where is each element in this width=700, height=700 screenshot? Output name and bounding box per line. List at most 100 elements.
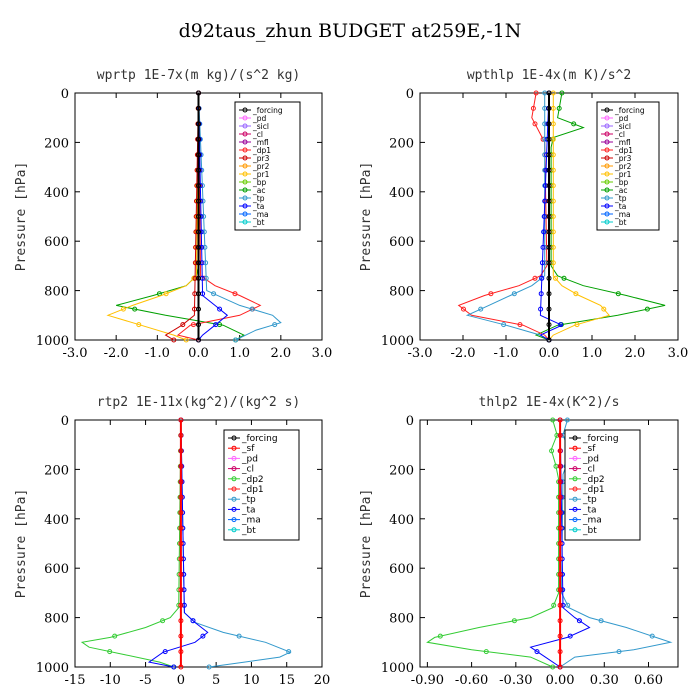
legend-marker — [242, 131, 248, 137]
series-point — [538, 291, 544, 297]
series-point — [461, 306, 466, 312]
series-point — [556, 105, 562, 111]
legend-marker — [604, 187, 610, 193]
series-point — [557, 556, 563, 562]
series-point — [178, 618, 184, 624]
x-tick-label: 3.0 — [312, 346, 333, 361]
legend-label: _dp1 — [252, 146, 271, 155]
series-point — [557, 448, 563, 454]
series-point — [178, 633, 184, 639]
plot-frame — [419, 419, 679, 668]
series-forcing — [196, 90, 201, 343]
panel-2: wpthlp 1E-4x(m K)/s^2 Pressure [hPa] 0 200 4… — [359, 68, 688, 361]
legend-marker — [242, 171, 248, 177]
y-tick-label: 0 — [61, 414, 69, 429]
legend-label: _mfl — [252, 138, 269, 147]
series-point — [534, 649, 540, 655]
legend-label: _ac — [614, 186, 627, 195]
series-point — [178, 602, 184, 608]
legend-marker — [242, 155, 248, 161]
series-dp1 — [426, 417, 562, 670]
series-point — [196, 105, 201, 111]
legend-label: _ma — [252, 210, 269, 219]
legend-label: _dp1 — [241, 485, 264, 495]
series-line — [457, 92, 550, 341]
legend-marker — [242, 123, 248, 129]
legend-label: _ma — [614, 210, 631, 219]
legend-marker — [604, 123, 610, 129]
series-point — [557, 479, 563, 485]
y-axis-label: Pressure [hPa] — [359, 162, 374, 272]
legend-marker — [231, 517, 237, 523]
y-tick-label: 200 — [44, 136, 69, 151]
series-point — [574, 322, 580, 328]
y-axis-label: Pressure [hPa] — [359, 489, 374, 599]
legend-marker — [231, 527, 237, 533]
y-axis-label: Pressure [hPa] — [14, 489, 29, 599]
series-point — [616, 649, 622, 655]
series-point — [196, 167, 201, 173]
series-point — [196, 214, 201, 219]
figure-title: d92taus_zhun BUDGET at259E,-1N — [178, 20, 522, 42]
series-point — [201, 229, 207, 235]
legend-marker — [242, 147, 248, 153]
y-tick-label: 800 — [389, 612, 414, 627]
series-point — [558, 322, 564, 328]
y-tick-label: 200 — [389, 136, 414, 151]
series-point — [557, 649, 563, 655]
series-point — [501, 322, 507, 328]
series-line — [548, 93, 611, 341]
series-point — [540, 244, 546, 250]
series-point — [546, 260, 552, 266]
series-point — [557, 618, 563, 624]
series-point — [557, 510, 563, 516]
series-point — [539, 260, 545, 266]
x-tick-label: -2.0 — [104, 346, 129, 361]
series-point — [554, 432, 560, 438]
series-point — [557, 602, 563, 608]
series-point — [649, 633, 655, 639]
legend-label: _bp — [252, 178, 267, 187]
x-tick-label: 0.30 — [590, 673, 619, 688]
series-point — [557, 525, 563, 531]
series-point — [557, 664, 563, 670]
legend-marker — [604, 139, 610, 145]
y-tick-label: 0 — [406, 87, 414, 102]
series-point — [190, 618, 196, 624]
legend-marker — [242, 163, 248, 169]
series-forcing — [546, 90, 552, 343]
series-point — [178, 525, 184, 531]
series-line — [80, 419, 182, 668]
series-point — [120, 306, 126, 312]
x-tick-label: -10 — [100, 673, 121, 688]
panel-title: thlp2 1E-4x(K^2)/s — [479, 395, 620, 410]
series-ta — [196, 90, 229, 343]
series-point — [546, 306, 552, 312]
series-point — [530, 105, 536, 111]
legend-marker — [572, 476, 578, 482]
series-point — [236, 633, 242, 639]
series-point — [598, 618, 604, 624]
series-point — [190, 322, 196, 328]
series-point — [181, 602, 187, 608]
legend-label: _pr1 — [252, 170, 270, 179]
series-point — [546, 198, 552, 204]
series-point — [532, 121, 538, 127]
series-point — [615, 291, 621, 297]
legend-marker — [572, 435, 578, 441]
panel-title: wpthlp 1E-4x(m K)/s^2 — [467, 68, 631, 83]
series-point — [132, 306, 138, 312]
y-tick-label: 400 — [389, 186, 414, 201]
legend-marker — [572, 455, 578, 461]
y-tick-label: 200 — [44, 463, 69, 478]
series-point — [160, 618, 166, 624]
legend-marker — [231, 435, 237, 441]
series-point — [553, 275, 558, 281]
series-point — [196, 260, 201, 266]
legend-label: _bp — [614, 178, 629, 187]
legend-label: _dp1 — [614, 146, 633, 155]
series-point — [511, 618, 517, 624]
series-point — [211, 291, 217, 297]
series-point — [538, 306, 544, 312]
